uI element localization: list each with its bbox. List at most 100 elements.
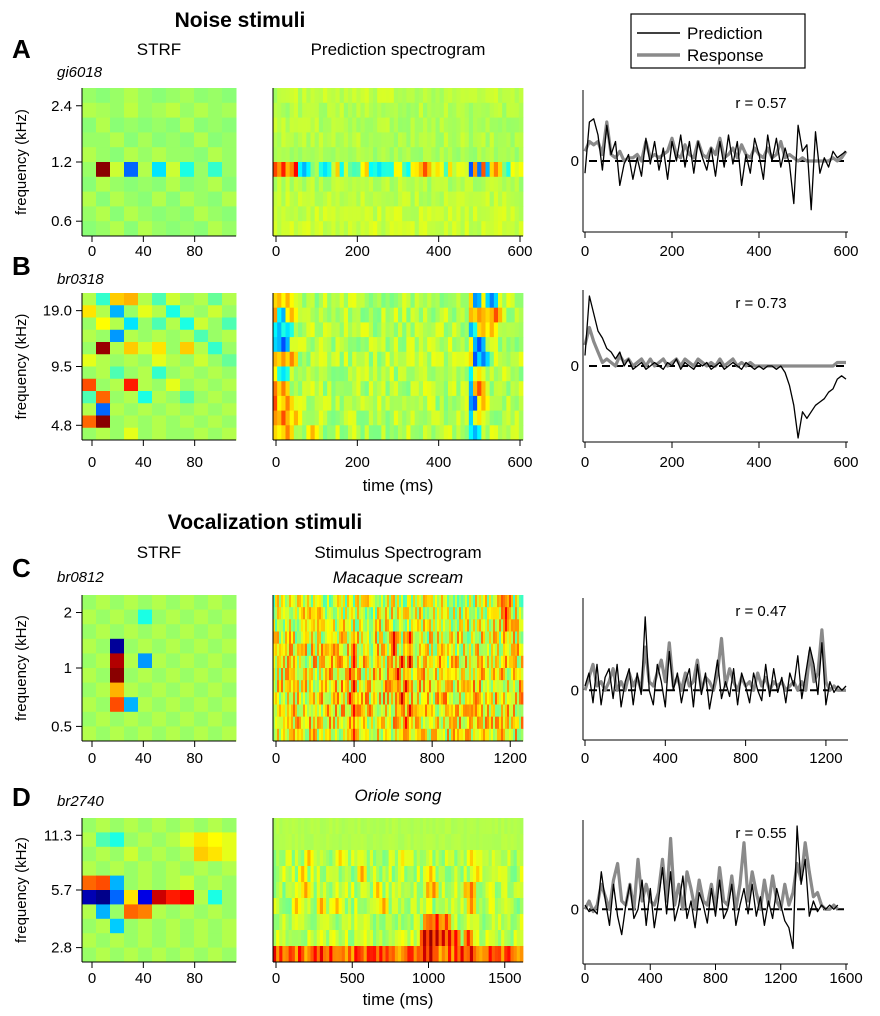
spec-cell xyxy=(491,914,496,931)
spec-cell xyxy=(398,191,403,207)
spec-cell xyxy=(456,351,461,367)
strf-cell xyxy=(82,391,97,404)
spec-cell xyxy=(456,221,461,237)
spec-cell xyxy=(315,716,318,730)
spec-cell xyxy=(335,381,341,397)
spec-cell xyxy=(301,655,304,669)
spec-cell xyxy=(416,834,421,851)
spec-cell xyxy=(477,595,480,608)
strf-cell xyxy=(152,668,167,684)
spec-cell xyxy=(426,866,430,883)
spec-cell xyxy=(501,716,504,730)
spec-cell xyxy=(435,716,438,730)
spec-xtick-label: 400 xyxy=(426,454,451,471)
spec-cell xyxy=(481,643,484,657)
spec-cell xyxy=(391,643,394,657)
spec-cell xyxy=(357,631,360,645)
spec-cell xyxy=(335,898,340,915)
spec-cell xyxy=(277,337,282,353)
spec-cell xyxy=(323,425,328,441)
spec-cell xyxy=(473,102,478,118)
spec-cell xyxy=(373,655,376,669)
spec-cell xyxy=(335,716,338,730)
spec-cell xyxy=(282,930,286,947)
spec-cell xyxy=(356,206,361,222)
spec-cell xyxy=(413,680,416,693)
spec-cell xyxy=(437,728,440,742)
spec-cell xyxy=(477,147,482,163)
spec-cell xyxy=(373,176,378,192)
spec-cell xyxy=(321,704,324,718)
spec-cell xyxy=(487,643,490,657)
spec-cell xyxy=(393,728,396,742)
spec-cell xyxy=(297,668,300,681)
spec-cell xyxy=(423,206,428,222)
spec-cell xyxy=(448,132,453,148)
spec-cell xyxy=(448,117,453,133)
spec-cell xyxy=(451,914,455,931)
spec-cell xyxy=(439,381,445,397)
spec-cell xyxy=(501,898,505,915)
spec-cell xyxy=(282,914,286,931)
spec-cell xyxy=(519,834,524,851)
spec-cell xyxy=(285,366,291,382)
spec-cell xyxy=(489,595,492,608)
spec-cell xyxy=(463,704,466,718)
spec-cell xyxy=(281,337,286,353)
spec-cell xyxy=(366,834,371,851)
spec-cell xyxy=(518,322,524,338)
spec-cell xyxy=(345,668,348,681)
spec-cell xyxy=(413,866,418,883)
strf-cell xyxy=(110,918,125,934)
spec-cell xyxy=(510,914,515,931)
spec-cell xyxy=(452,191,457,207)
spec-cell xyxy=(289,381,295,397)
spec-cell xyxy=(388,866,393,883)
strf-cell xyxy=(82,861,97,877)
spec-cell xyxy=(293,366,299,382)
spec-cell xyxy=(398,898,402,915)
spec-cell xyxy=(409,692,412,705)
spec-cell xyxy=(445,716,448,730)
spec-cell xyxy=(302,206,307,222)
spec-cell xyxy=(316,850,321,867)
strf-xtick-label: 0 xyxy=(88,970,96,987)
spec-cell xyxy=(327,206,332,222)
spec-cell xyxy=(293,102,299,118)
strf-cell xyxy=(222,329,237,343)
spec-cell xyxy=(473,395,478,411)
strf-cell xyxy=(152,653,167,669)
spec-cell xyxy=(399,631,402,645)
spec-cell xyxy=(373,680,376,693)
spec-cell xyxy=(423,930,427,947)
spec-cell xyxy=(447,595,450,608)
spec-cell xyxy=(463,607,466,620)
spec-cell xyxy=(293,88,299,104)
spec-cell xyxy=(399,668,402,681)
spec-cell xyxy=(369,704,372,718)
spec-cell xyxy=(367,631,370,645)
spec-cell xyxy=(514,102,520,118)
spec-cell xyxy=(293,728,296,742)
spec-cell xyxy=(325,728,328,742)
spec-cell xyxy=(460,866,465,883)
spec-cell xyxy=(409,643,412,657)
spec-cell xyxy=(327,643,330,657)
spec-cell xyxy=(419,595,422,608)
spec-cell xyxy=(352,307,357,323)
spec-cell xyxy=(406,132,411,148)
spec-cell xyxy=(351,882,355,899)
spec-cell xyxy=(319,668,322,681)
spec-cell xyxy=(321,728,324,742)
spec-cell xyxy=(345,631,348,645)
strf-cell xyxy=(180,102,195,119)
spec-cell xyxy=(511,704,514,718)
spec-cell xyxy=(410,946,415,963)
spec-cell xyxy=(517,704,520,718)
spec-cell xyxy=(459,643,462,657)
strf-cell xyxy=(152,176,167,193)
spec-cell xyxy=(460,425,466,441)
spec-cell xyxy=(419,818,424,835)
spec-cell xyxy=(435,425,441,441)
spec-cell xyxy=(323,914,327,931)
